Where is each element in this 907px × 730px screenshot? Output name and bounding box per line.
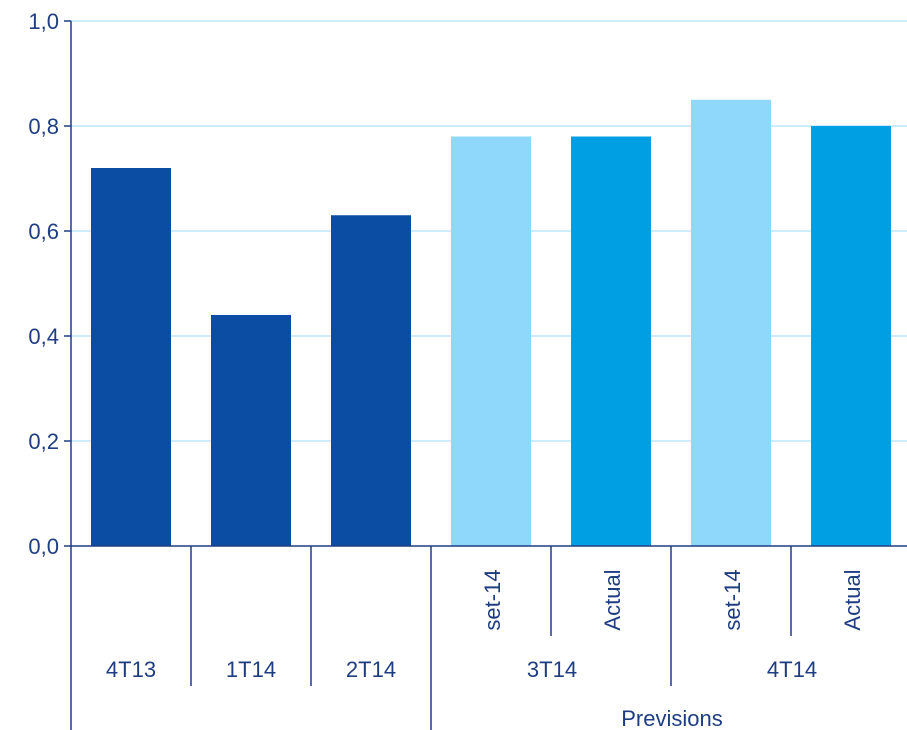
y-tick-label: 0,4: [28, 324, 59, 349]
bar-2t14: [331, 215, 411, 546]
x-sublabel-4t14-actual: Actual: [840, 569, 865, 630]
x-label-3t14: 3T14: [527, 657, 577, 682]
y-tick-label: 0,2: [28, 429, 59, 454]
x-label-4t14: 4T14: [767, 657, 817, 682]
bar-4t14-set-14: [691, 99, 771, 546]
y-tick-label: 0,6: [28, 219, 59, 244]
bars: [91, 99, 891, 546]
bar-1t14: [211, 315, 291, 546]
y-tick-label: 1,0: [28, 9, 59, 34]
y-tick-label: 0,8: [28, 114, 59, 139]
bar-4t13: [91, 168, 171, 546]
axes: [64, 20, 907, 730]
x-sublabel-4t14-set14: set-14: [720, 569, 745, 630]
x-label-2t14: 2T14: [346, 657, 396, 682]
x-label-1t14: 1T14: [226, 657, 276, 682]
bar-4t14-actual: [811, 126, 891, 546]
bar-3t14-actual: [571, 136, 651, 546]
y-tick-label: 0,0: [28, 534, 59, 559]
x-sublabel-3t14-set14: set-14: [480, 569, 505, 630]
x-sublabel-3t14-actual: Actual: [600, 569, 625, 630]
bar-3t14-set-14: [451, 136, 531, 546]
x-label-4t13: 4T13: [106, 657, 156, 682]
y-tick-labels: 0,0 0,2 0,4 0,6 0,8 1,0: [28, 9, 59, 559]
x-axis-labels: 4T13 1T14 2T14 3T14 4T14 Previsions set-…: [106, 569, 865, 730]
x-group-label-previsions: Previsions: [621, 706, 722, 730]
